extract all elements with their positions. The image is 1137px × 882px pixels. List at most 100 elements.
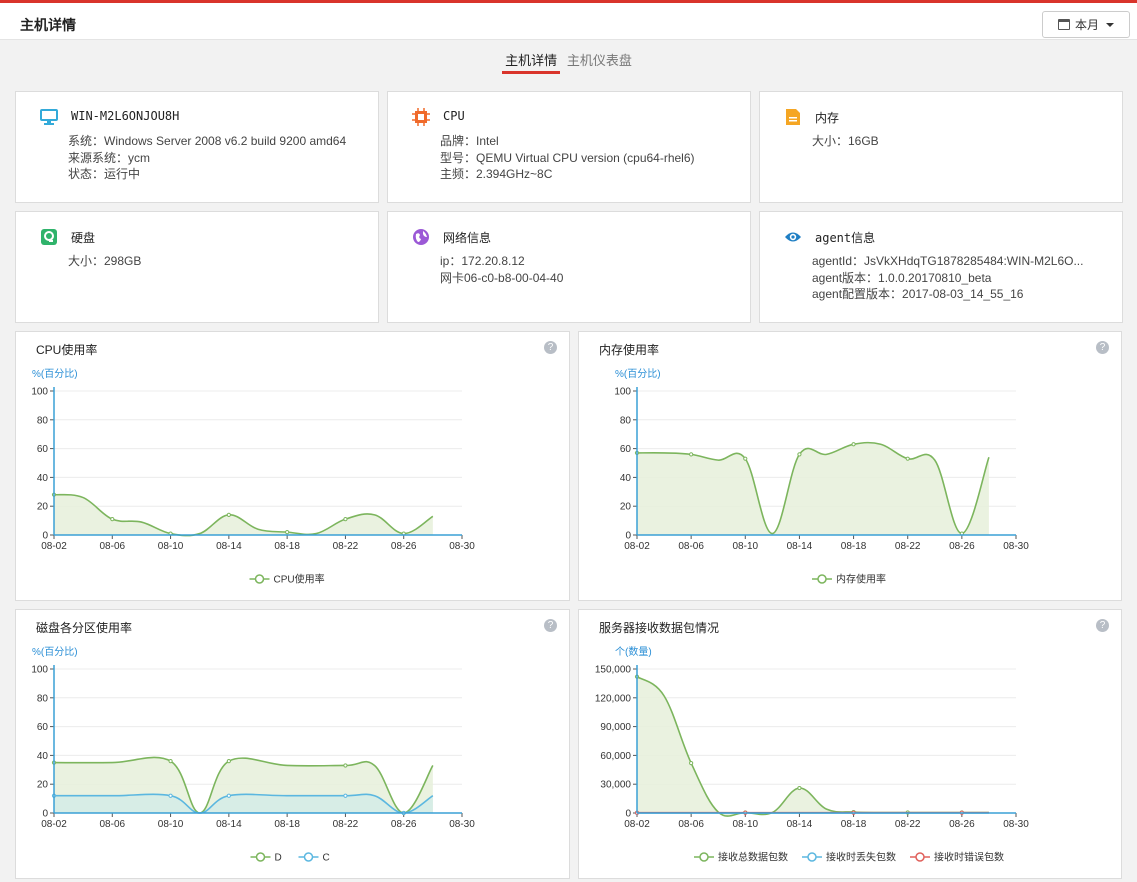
x-tick-label: 08-10 xyxy=(732,541,758,552)
globe-icon xyxy=(413,229,429,245)
cpu-usage-chart: %(百分比) 0 20 40 60 80 100 08-02 08-06 08-10 08-14 08… xyxy=(31,368,475,586)
series-line xyxy=(54,793,434,814)
cpu-brand: 品牌：Intel xyxy=(440,134,499,148)
y-unit-label: %(百分比) xyxy=(32,368,78,380)
network-info: ip：172.20.8.12 网卡06-c0-b8-00-04-40 xyxy=(440,253,563,286)
x-tick-label: 08-02 xyxy=(41,819,67,830)
host-name: WIN-M2L6ONJOU8H xyxy=(71,109,180,123)
cpu-info: 品牌：Intel 型号：QEMU Virtual CPU version (cp… xyxy=(440,133,695,183)
x-tick-label: 08-22 xyxy=(333,819,359,830)
cpu-usage-title: CPU使用率 xyxy=(36,343,98,357)
tab-host-dashboard[interactable]: 主机仪表盘 xyxy=(566,53,632,68)
help-icon[interactable]: ? xyxy=(1096,619,1109,632)
agent-config-version: agent配置版本：2017-08-03_14_55_16 xyxy=(812,287,1024,301)
x-tick-label: 08-18 xyxy=(274,819,300,830)
packets-chart: 个(数量) 0 30,000 60,000 90,000 120,000 150,000 08… xyxy=(595,645,1029,864)
data-point xyxy=(797,452,802,457)
y-unit-label: %(百分比) xyxy=(615,368,661,380)
legend-label: 接收总数据包数 xyxy=(718,851,788,864)
page-title: 主机详情 xyxy=(20,17,76,33)
legend-marker xyxy=(254,574,265,584)
eye-icon xyxy=(785,232,801,242)
memory-title: 内存 xyxy=(815,111,840,125)
data-point xyxy=(343,517,348,522)
view-tabs: 主机详情 主机仪表盘 xyxy=(0,50,1137,74)
x-tick-label: 08-14 xyxy=(216,541,242,552)
y-tick-label: 60,000 xyxy=(600,751,631,762)
x-tick-label: 08-26 xyxy=(949,541,975,552)
disk-card: 硬盘 大小：298GB xyxy=(15,211,379,323)
x-tick-label: 08-10 xyxy=(158,819,184,830)
y-tick-label: 150,000 xyxy=(595,665,632,676)
packets-panel: 服务器接收数据包情况 ? 个(数量) 0 30,000 60,000 90,000 120… xyxy=(578,609,1122,879)
y-unit-label: 个(数量) xyxy=(615,645,652,658)
y-tick-label: 0 xyxy=(625,531,631,542)
disk-size: 大小：298GB xyxy=(68,254,142,268)
tab-host-details[interactable]: 主机详情 xyxy=(502,50,561,74)
data-point xyxy=(689,452,694,457)
series-line xyxy=(636,441,990,535)
memory-icon xyxy=(786,109,800,125)
y-tick-label: 60 xyxy=(37,444,49,455)
y-tick-label: 100 xyxy=(614,387,631,398)
x-tick-label: 08-30 xyxy=(449,819,475,830)
y-tick-label: 80 xyxy=(37,415,49,426)
y-tick-label: 90,000 xyxy=(600,722,631,733)
y-tick-label: 20 xyxy=(37,780,49,791)
legend-marker xyxy=(699,852,709,862)
data-point xyxy=(168,793,173,798)
disk-usage-panel: 磁盘各分区使用率 ? %(百分比) 0 20 40 60 80 100 08-02 08-06 0… xyxy=(15,609,570,879)
x-tick-label: 08-26 xyxy=(949,819,975,830)
y-tick-label: 20 xyxy=(620,502,632,513)
y-tick-label: 0 xyxy=(42,809,48,820)
data-point xyxy=(851,442,856,447)
y-tick-label: 80 xyxy=(37,693,49,704)
data-point xyxy=(110,517,115,522)
network-title: 网络信息 xyxy=(443,231,492,245)
legend-marker xyxy=(915,852,925,862)
network-mac: 网卡06-c0-b8-00-04-40 xyxy=(440,270,564,285)
series-line xyxy=(53,756,434,814)
x-tick-label: 08-26 xyxy=(391,819,417,830)
x-tick-label: 08-22 xyxy=(895,541,921,552)
y-tick-label: 120,000 xyxy=(595,693,632,704)
data-point xyxy=(343,793,348,798)
top-accent-bar xyxy=(0,0,1137,3)
help-icon[interactable]: ? xyxy=(1096,341,1109,354)
data-point xyxy=(743,456,748,461)
data-point xyxy=(905,456,910,461)
x-tick-label: 08-14 xyxy=(787,819,813,830)
host-source: 来源系统：ycm xyxy=(68,150,150,165)
y-tick-label: 30,000 xyxy=(600,780,631,791)
disk-usage-chart: %(百分比) 0 20 40 60 80 100 08-02 08-06 08-10 08-14 08… xyxy=(31,646,475,864)
host-os: 系统：Windows Server 2008 v6.2 build 9200 a… xyxy=(68,134,347,148)
agent-id: agentId：JsVkXHdqTG1878285484:WIN-M2L6O..… xyxy=(812,254,1084,268)
series-area xyxy=(54,794,433,813)
memory-size: 大小：16GB xyxy=(812,134,879,148)
series-area xyxy=(637,676,989,817)
y-tick-label: 0 xyxy=(625,809,631,820)
host-card: WIN-M2L6ONJOU8H 系统：Windows Server 2008 v… xyxy=(15,91,379,203)
host-status: 状态：运行中 xyxy=(68,167,141,181)
data-point xyxy=(168,759,173,764)
help-icon[interactable]: ? xyxy=(544,619,557,632)
legend-item: CPU使用率 xyxy=(249,573,325,586)
month-selector-button[interactable]: 本月 xyxy=(1042,11,1130,38)
legend-item: 接收总数据包数 xyxy=(694,851,788,864)
legend-marker xyxy=(303,852,314,862)
help-icon[interactable]: ? xyxy=(544,341,557,354)
series-area xyxy=(637,442,989,535)
x-tick-label: 08-02 xyxy=(624,819,650,830)
memory-card: 内存 大小：16GB xyxy=(759,91,1123,203)
legend-label: 内存使用率 xyxy=(836,573,886,586)
x-tick-label: 08-14 xyxy=(216,819,242,830)
x-tick-label: 08-22 xyxy=(333,541,359,552)
data-point xyxy=(226,793,231,798)
memory-info: 大小：16GB xyxy=(812,133,879,150)
legend-item: C xyxy=(298,852,330,864)
memory-usage-chart: %(百分比) 0 20 40 60 80 100 08-02 08-06 08-10 08-14 08… xyxy=(614,368,1029,586)
x-tick-label: 08-14 xyxy=(787,541,813,552)
caret-down-icon xyxy=(1106,22,1114,27)
y-tick-label: 80 xyxy=(620,415,632,426)
legend-marker xyxy=(255,852,266,862)
